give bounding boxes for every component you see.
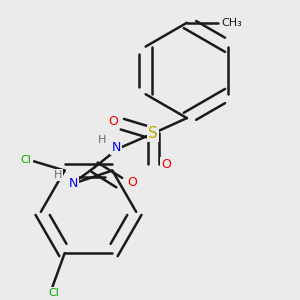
Text: H: H [54, 170, 62, 180]
Text: O: O [161, 158, 171, 171]
Text: O: O [108, 115, 118, 128]
Text: N: N [112, 141, 121, 154]
Text: O: O [127, 176, 137, 189]
Text: Cl: Cl [21, 155, 32, 165]
Text: H: H [98, 135, 106, 145]
Text: CH₃: CH₃ [221, 18, 242, 28]
Text: N: N [68, 177, 78, 190]
Text: S: S [148, 126, 158, 141]
Text: Cl: Cl [49, 288, 59, 298]
